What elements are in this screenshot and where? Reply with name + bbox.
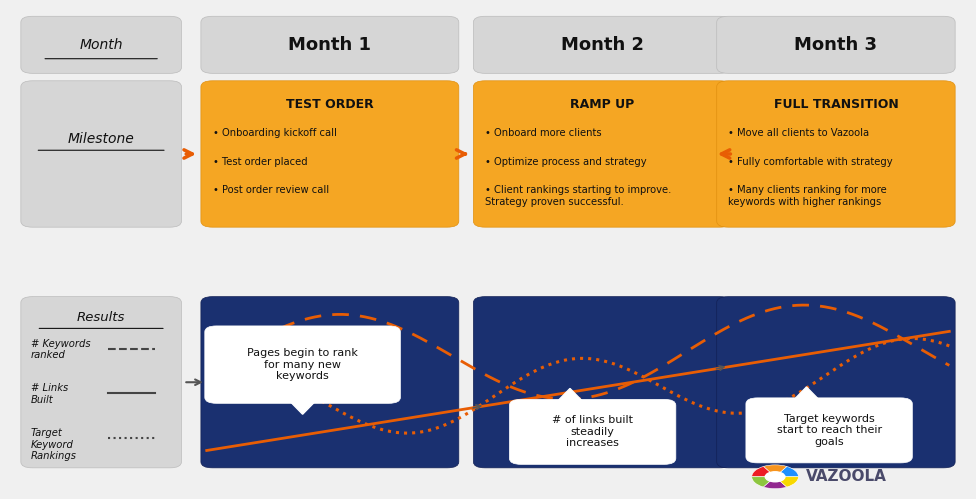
Text: Month 2: Month 2 <box>561 36 644 54</box>
Text: • Onboarding kickoff call: • Onboarding kickoff call <box>213 128 337 138</box>
Wedge shape <box>775 467 798 477</box>
Text: RAMP UP: RAMP UP <box>570 98 634 111</box>
Text: # Links
Built: # Links Built <box>30 383 68 405</box>
Text: • Client rankings starting to improve.
Strategy proven successful.: • Client rankings starting to improve. S… <box>485 186 671 207</box>
Polygon shape <box>792 387 821 402</box>
Polygon shape <box>288 399 317 414</box>
Text: • Move all clients to Vazoola: • Move all clients to Vazoola <box>728 128 870 138</box>
FancyBboxPatch shape <box>473 296 731 468</box>
Wedge shape <box>752 477 775 487</box>
Text: Target keywords
start to reach their
goals: Target keywords start to reach their goa… <box>777 414 881 447</box>
Text: Pages begin to rank
for many new
keywords: Pages begin to rank for many new keyword… <box>247 348 358 381</box>
Wedge shape <box>763 477 787 489</box>
Text: Target
Keyword
Rankings: Target Keyword Rankings <box>30 428 76 462</box>
FancyBboxPatch shape <box>201 81 459 227</box>
Text: • Onboard more clients: • Onboard more clients <box>485 128 602 138</box>
Text: FULL TRANSITION: FULL TRANSITION <box>774 98 898 111</box>
FancyBboxPatch shape <box>716 296 956 468</box>
Circle shape <box>765 472 785 482</box>
Polygon shape <box>555 388 585 403</box>
FancyBboxPatch shape <box>746 398 913 463</box>
FancyBboxPatch shape <box>205 326 400 403</box>
Text: • Post order review call: • Post order review call <box>213 186 329 196</box>
Text: • Many clients ranking for more
keywords with higher rankings: • Many clients ranking for more keywords… <box>728 186 887 207</box>
Text: Month: Month <box>79 38 123 52</box>
Text: Month 1: Month 1 <box>288 36 371 54</box>
FancyBboxPatch shape <box>201 296 459 468</box>
Text: VAZOOLA: VAZOOLA <box>806 469 887 484</box>
FancyBboxPatch shape <box>20 81 182 227</box>
Text: TEST ORDER: TEST ORDER <box>286 98 374 111</box>
FancyBboxPatch shape <box>473 81 731 227</box>
Wedge shape <box>763 465 787 477</box>
FancyBboxPatch shape <box>20 296 182 468</box>
FancyBboxPatch shape <box>716 16 956 73</box>
Text: Milestone: Milestone <box>67 132 135 146</box>
Text: # of links built
steadily
increases: # of links built steadily increases <box>552 415 633 449</box>
Text: Results: Results <box>77 311 125 324</box>
FancyBboxPatch shape <box>20 16 182 73</box>
Text: • Fully comfortable with strategy: • Fully comfortable with strategy <box>728 157 893 167</box>
FancyBboxPatch shape <box>201 16 459 73</box>
FancyBboxPatch shape <box>473 16 731 73</box>
Wedge shape <box>752 467 775 477</box>
Text: • Optimize process and strategy: • Optimize process and strategy <box>485 157 647 167</box>
Text: • Test order placed: • Test order placed <box>213 157 307 167</box>
Wedge shape <box>775 477 798 487</box>
Text: # Keywords
ranked: # Keywords ranked <box>30 339 90 360</box>
Text: Month 3: Month 3 <box>794 36 877 54</box>
FancyBboxPatch shape <box>716 81 956 227</box>
FancyBboxPatch shape <box>509 399 675 465</box>
